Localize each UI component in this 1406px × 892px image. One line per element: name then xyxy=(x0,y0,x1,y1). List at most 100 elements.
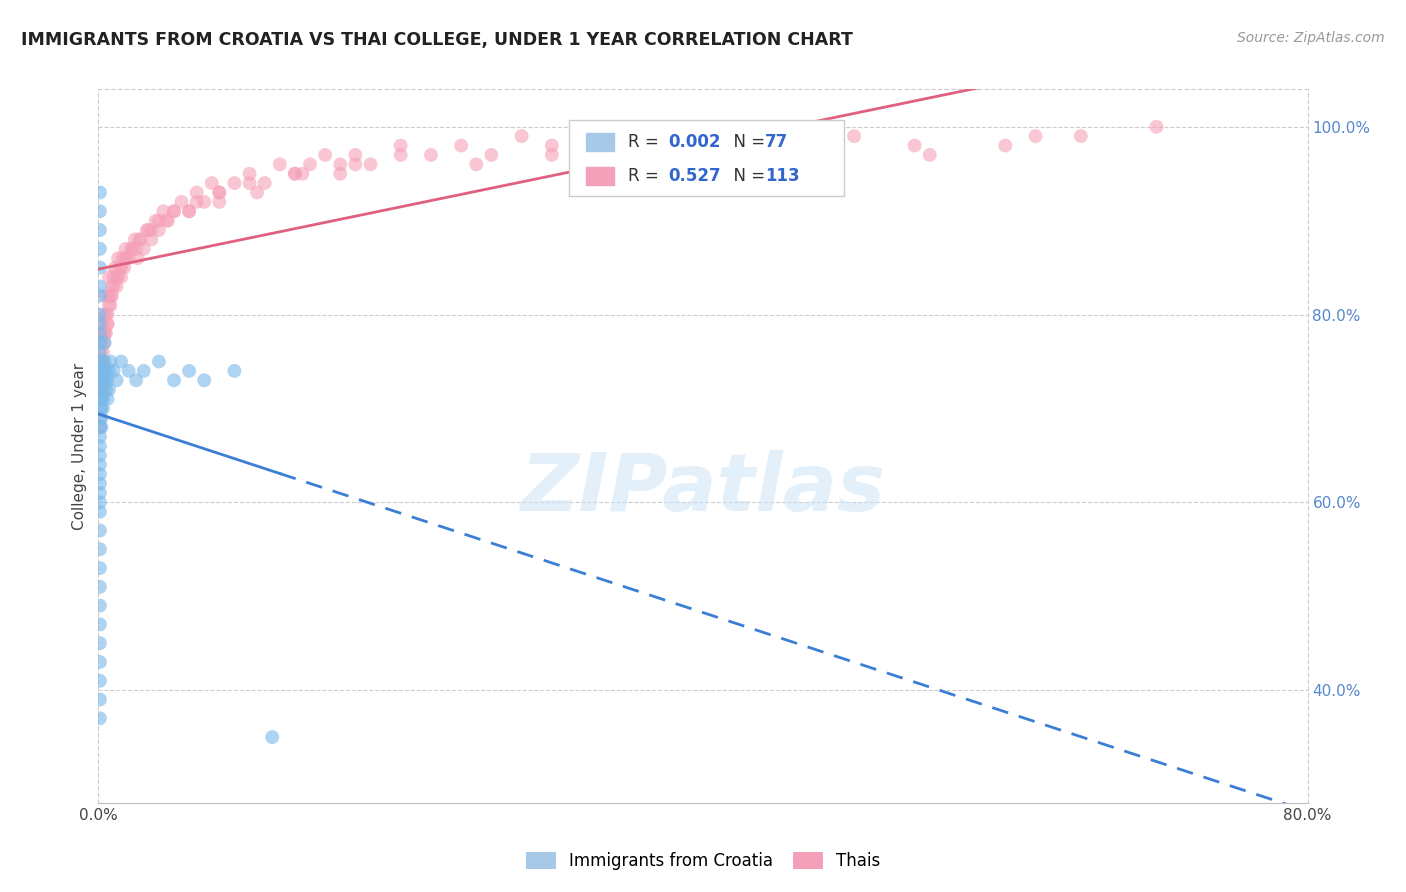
Point xyxy=(91,345,114,359)
Point xyxy=(89,599,111,613)
Point xyxy=(112,260,135,275)
Point xyxy=(89,326,111,341)
Point xyxy=(90,401,112,416)
Point xyxy=(91,364,114,378)
Point xyxy=(155,213,177,227)
Point xyxy=(96,317,118,331)
Point xyxy=(96,392,118,406)
Point xyxy=(208,194,231,209)
Point xyxy=(201,176,224,190)
Point xyxy=(100,354,122,368)
Point xyxy=(96,373,118,387)
Text: R =: R = xyxy=(628,167,665,185)
Point xyxy=(135,223,157,237)
Point xyxy=(101,289,124,303)
Point xyxy=(93,308,115,322)
Point xyxy=(132,364,155,378)
Point xyxy=(103,279,125,293)
Point xyxy=(253,176,276,190)
Point xyxy=(96,317,118,331)
Point xyxy=(98,364,121,378)
Point xyxy=(98,383,121,397)
Point xyxy=(91,383,114,397)
Point xyxy=(540,138,562,153)
Legend: Immigrants from Croatia, Thais: Immigrants from Croatia, Thais xyxy=(519,845,887,877)
Point xyxy=(90,373,112,387)
Point xyxy=(284,167,307,181)
Point xyxy=(136,223,159,237)
Point xyxy=(186,194,208,209)
Point xyxy=(91,317,114,331)
Point xyxy=(89,373,111,387)
Point xyxy=(291,167,314,181)
Point xyxy=(89,486,111,500)
Point xyxy=(89,495,111,509)
Point xyxy=(768,138,790,153)
Point xyxy=(193,194,215,209)
Point xyxy=(89,561,111,575)
Point xyxy=(110,270,132,285)
Text: 113: 113 xyxy=(765,167,800,185)
Point xyxy=(344,148,367,162)
Point xyxy=(329,157,352,171)
Point xyxy=(90,335,112,350)
Point xyxy=(90,392,112,406)
Point xyxy=(114,242,136,256)
Point xyxy=(107,270,129,285)
Point xyxy=(93,326,115,341)
Point xyxy=(269,157,291,171)
Point xyxy=(90,383,112,397)
Point xyxy=(239,176,262,190)
Text: N =: N = xyxy=(723,167,770,185)
Point xyxy=(904,138,927,153)
Point xyxy=(94,308,117,322)
Point xyxy=(93,373,115,387)
Point xyxy=(148,354,170,368)
Point xyxy=(125,242,148,256)
Point xyxy=(89,260,111,275)
Point xyxy=(89,617,111,632)
Point xyxy=(465,157,488,171)
Point xyxy=(91,392,114,406)
Point xyxy=(111,251,134,265)
Point xyxy=(89,542,111,557)
Text: IMMIGRANTS FROM CROATIA VS THAI COLLEGE, UNDER 1 YEAR CORRELATION CHART: IMMIGRANTS FROM CROATIA VS THAI COLLEGE,… xyxy=(21,31,853,49)
Point xyxy=(141,232,163,246)
Point xyxy=(89,223,111,237)
Point xyxy=(224,364,246,378)
Point xyxy=(89,692,111,706)
Point xyxy=(128,232,150,246)
Point xyxy=(89,383,111,397)
Point xyxy=(89,345,111,359)
Point xyxy=(94,364,117,378)
Point xyxy=(89,279,111,293)
Point xyxy=(89,458,111,472)
Point xyxy=(90,420,112,434)
Point xyxy=(101,279,124,293)
Point xyxy=(844,129,866,144)
Point xyxy=(94,326,117,341)
Point xyxy=(89,335,111,350)
Text: 77: 77 xyxy=(765,133,789,151)
Point xyxy=(89,655,111,669)
Point xyxy=(156,213,179,227)
Point xyxy=(118,251,141,265)
Point xyxy=(100,298,122,312)
Point xyxy=(89,383,111,397)
Point xyxy=(100,289,122,303)
Point xyxy=(132,242,155,256)
Point xyxy=(148,213,170,227)
Point xyxy=(163,373,186,387)
Point xyxy=(94,289,117,303)
Point xyxy=(110,260,132,275)
Point xyxy=(89,317,111,331)
Point xyxy=(179,204,201,219)
Point xyxy=(90,373,112,387)
Point xyxy=(107,251,129,265)
Point xyxy=(783,148,806,162)
Point xyxy=(152,204,174,219)
Point xyxy=(90,364,112,378)
Point xyxy=(98,298,121,312)
Point xyxy=(284,167,307,181)
Point xyxy=(193,373,215,387)
